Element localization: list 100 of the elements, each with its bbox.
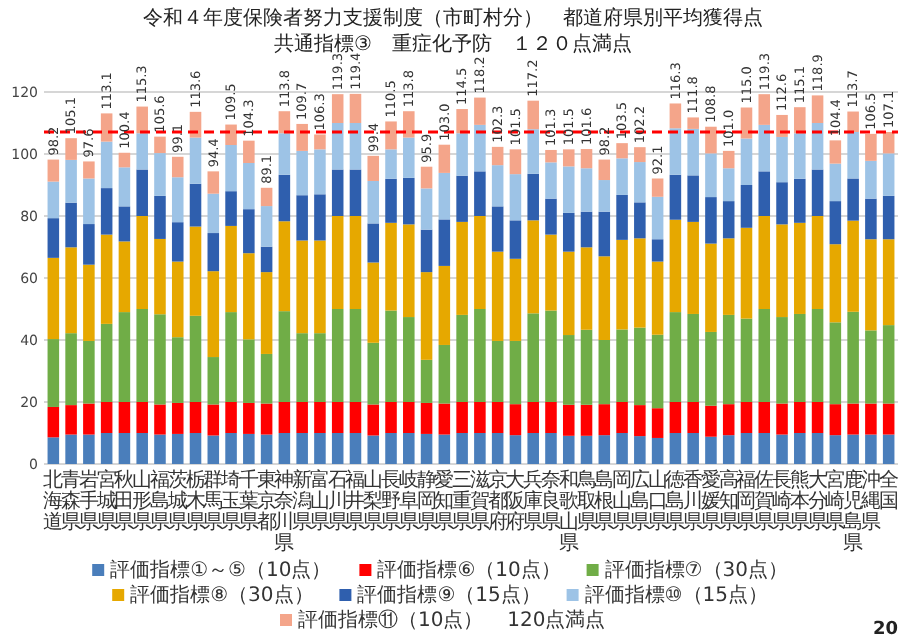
bar — [385, 310, 397, 402]
x-tick-label: 高知県 — [718, 468, 739, 534]
legend-label: 評価指標⑥（10点） — [377, 558, 561, 582]
bar — [331, 402, 344, 433]
bar — [829, 201, 842, 245]
bar — [118, 433, 131, 464]
chart-subtitle: 共通指標③ 重症化予防 １２０点満点 — [274, 32, 632, 56]
bar — [385, 433, 397, 464]
bar — [634, 202, 646, 239]
bar — [189, 402, 202, 433]
bar — [634, 436, 646, 464]
bar — [403, 137, 415, 178]
bar — [420, 188, 433, 230]
bar — [314, 194, 326, 241]
bar — [474, 97, 486, 125]
bar — [154, 238, 166, 315]
x-tick-label: 香川県 — [683, 468, 704, 534]
bar — [154, 404, 166, 435]
bar — [278, 311, 291, 402]
legend-label: 評価指標①～⑤（10点） — [110, 558, 332, 582]
bar — [794, 313, 806, 402]
bar — [136, 133, 148, 170]
bar — [83, 224, 95, 265]
bar — [438, 265, 451, 345]
legend-label: 評価指標⑨（15点） — [357, 583, 541, 607]
bar — [794, 178, 806, 223]
bar — [474, 309, 486, 402]
bar — [47, 339, 60, 407]
x-tick-label: 岩手県 — [78, 468, 99, 534]
bar — [225, 433, 237, 464]
bar — [420, 402, 433, 434]
bar — [562, 212, 575, 252]
bar — [474, 402, 486, 433]
x-tick-label: 佐賀県 — [754, 470, 775, 534]
bar — [243, 433, 255, 464]
bar — [314, 149, 326, 195]
bar — [296, 195, 308, 241]
bar — [136, 216, 148, 309]
bar — [616, 143, 628, 159]
x-tick-label: 静岡県 — [416, 468, 437, 534]
bar — [794, 222, 806, 314]
bar — [545, 234, 557, 311]
bar — [420, 359, 433, 403]
bar — [278, 174, 291, 222]
bar — [598, 256, 611, 340]
bar — [865, 160, 877, 199]
bar — [47, 257, 60, 340]
x-tick-label: 鹿児島県 — [843, 468, 864, 555]
chart-title: 令和４年度保険者努力支援制度（市町村分） 都道府県別平均獲得点 — [143, 6, 763, 30]
bar — [367, 435, 380, 464]
bar — [509, 220, 522, 259]
bar — [758, 402, 771, 433]
bar — [758, 124, 771, 172]
bar — [456, 109, 468, 134]
x-tick-label: 福井県 — [345, 468, 366, 534]
bar — [367, 223, 380, 263]
bar — [669, 402, 682, 433]
bar — [527, 220, 539, 314]
x-tick-label: 岡山県 — [612, 470, 633, 534]
x-tick-label: 宮崎県 — [825, 468, 846, 534]
bar — [83, 403, 95, 435]
bar — [491, 433, 504, 464]
bar — [243, 162, 255, 210]
bar — [207, 171, 220, 194]
bar — [314, 240, 326, 334]
bar — [651, 196, 664, 240]
bar — [722, 314, 735, 405]
bar — [171, 337, 184, 403]
bar — [722, 168, 735, 202]
bar — [616, 194, 628, 240]
bar — [616, 433, 628, 464]
bar — [740, 107, 753, 139]
bar — [65, 333, 77, 406]
bar — [847, 311, 859, 404]
x-tick-label: 福岡県 — [736, 468, 757, 534]
bar — [100, 323, 113, 402]
bar — [118, 312, 131, 402]
bar — [776, 224, 788, 318]
bar — [776, 136, 788, 183]
x-tick-label: 北海道 — [43, 468, 64, 534]
bar — [207, 435, 220, 464]
x-tick-label: 熊本県 — [789, 468, 810, 534]
bar — [296, 402, 308, 433]
bar — [562, 404, 575, 436]
bar — [634, 147, 646, 163]
bar — [65, 405, 77, 435]
bar — [545, 402, 557, 433]
bar — [154, 136, 166, 154]
bar — [207, 233, 220, 272]
bar — [882, 239, 895, 326]
bar — [865, 133, 877, 161]
bar — [740, 318, 753, 402]
bar — [669, 433, 682, 464]
x-tick-label: 徳島県 — [665, 470, 686, 534]
bar — [260, 353, 273, 404]
bar — [118, 241, 131, 313]
bar — [758, 94, 771, 125]
bar — [491, 340, 504, 402]
bar — [562, 149, 575, 167]
bar — [722, 238, 735, 315]
